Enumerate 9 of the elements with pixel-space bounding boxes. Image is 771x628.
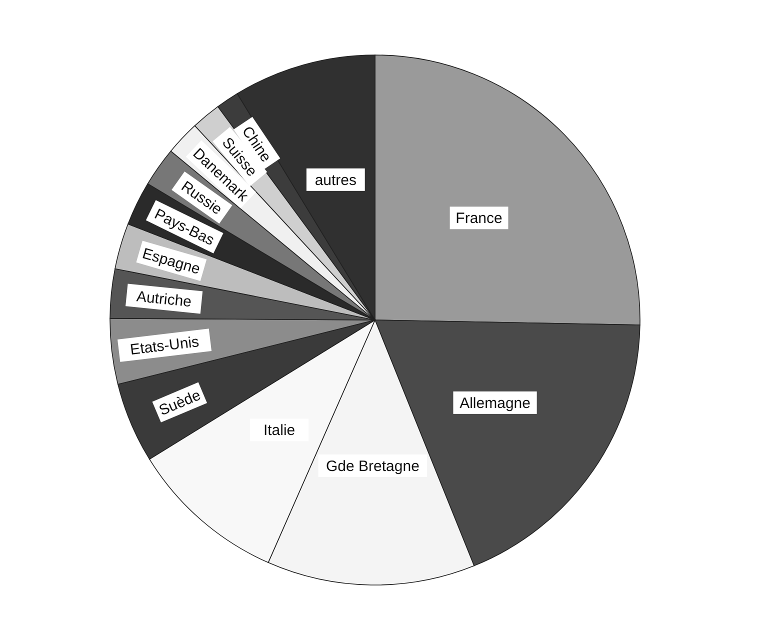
slice-label: Autriche <box>136 288 192 311</box>
slice-label: Espagne <box>140 245 202 278</box>
slice-label: Allemagne <box>460 394 530 412</box>
slice-label: France <box>456 210 502 228</box>
slice-label: Etats-Unis <box>129 333 200 359</box>
slice-label: Italie <box>263 422 296 440</box>
slice-label: autres <box>314 172 357 189</box>
slice-label: Suède <box>156 386 204 420</box>
slice-label: Gde Bretagne <box>326 458 420 475</box>
